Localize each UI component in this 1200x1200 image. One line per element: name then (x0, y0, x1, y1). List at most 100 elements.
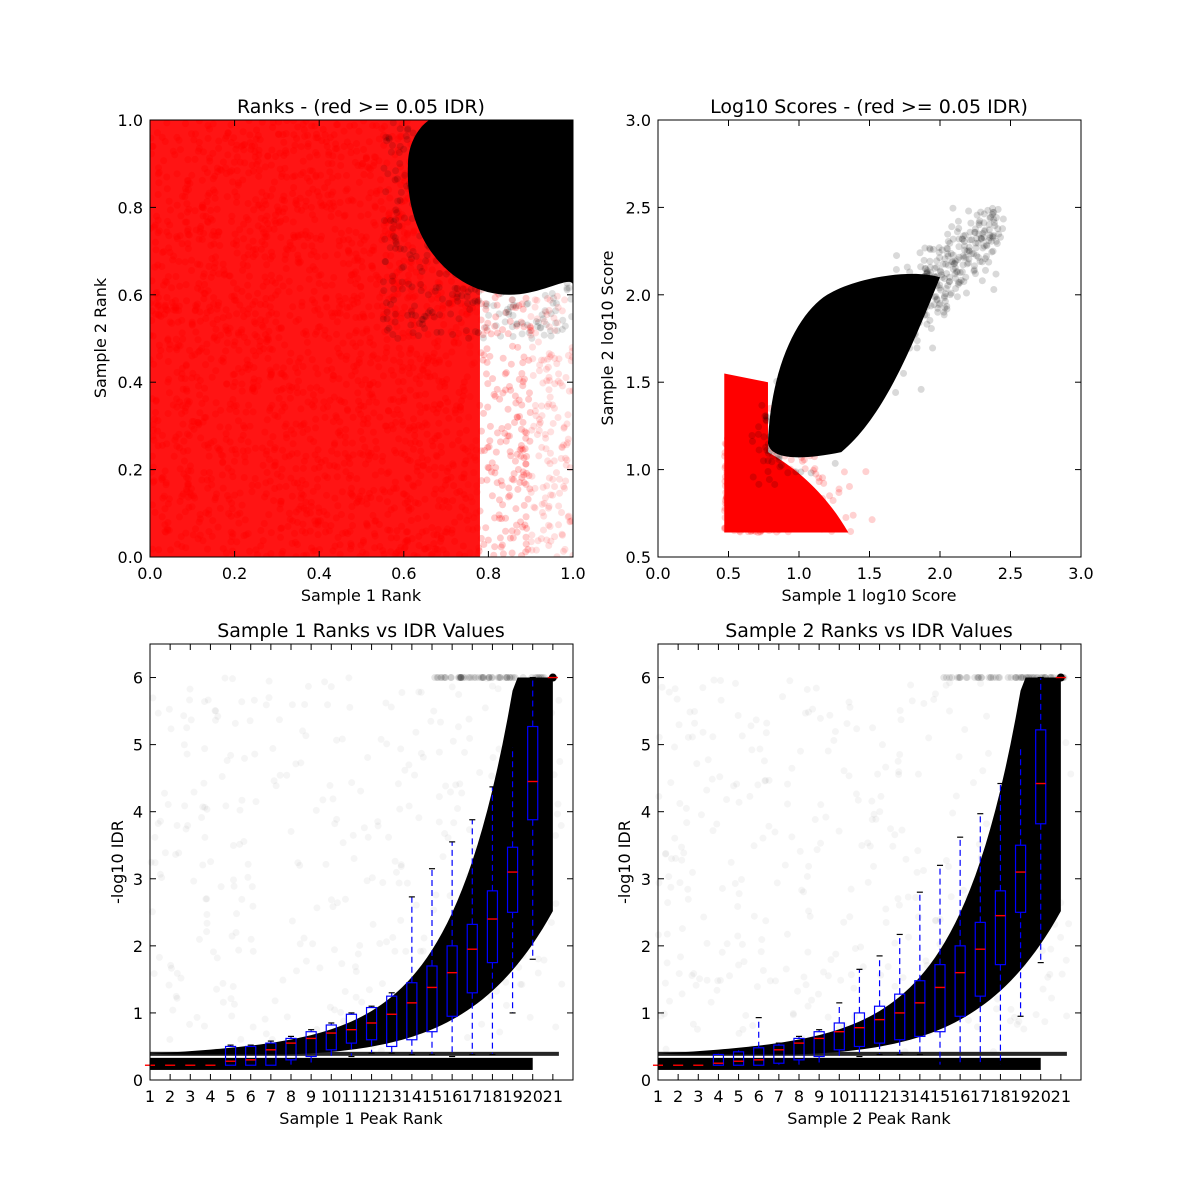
fail-point (257, 245, 265, 253)
fail-point (304, 140, 312, 148)
fail-point (721, 440, 729, 448)
fail-point (171, 297, 179, 305)
fail-point (219, 458, 227, 466)
fail-point (434, 502, 442, 510)
fail-point (266, 303, 274, 311)
fail-point (765, 527, 773, 535)
fail-point (498, 515, 506, 523)
fail-point (496, 438, 504, 446)
fail-point (819, 494, 827, 502)
fail-point (428, 266, 436, 274)
pass-point (856, 340, 864, 348)
fail-point (437, 449, 445, 457)
fail-point (750, 518, 758, 526)
fail-point (321, 331, 329, 339)
fail-point (391, 552, 399, 557)
fail-point (734, 474, 742, 482)
fail-point (158, 441, 166, 449)
pass-point (400, 245, 408, 253)
fail-point (328, 365, 336, 373)
pass-point (485, 311, 493, 319)
fail-point (751, 515, 759, 523)
scores-chart-title: Log10 Scores - (red >= 0.05 IDR) (710, 96, 1028, 118)
fail-point (211, 333, 219, 341)
pass-point (892, 388, 900, 396)
fail-point (524, 545, 532, 553)
pass-point (420, 199, 428, 207)
pass-point (977, 208, 985, 216)
idr-point (365, 986, 373, 994)
idr-point (952, 792, 960, 800)
fail-point (181, 185, 189, 193)
fail-point (748, 500, 756, 508)
fail-point (520, 501, 528, 509)
fail-point (473, 488, 481, 496)
fail-point (428, 524, 436, 532)
fail-point (432, 485, 440, 493)
pass-point (517, 154, 525, 162)
fail-point (421, 495, 429, 503)
fail-point (381, 227, 389, 235)
fail-point (267, 192, 275, 200)
pass-point (833, 344, 841, 352)
sample1-chart-title: Sample 1 Ranks vs IDR Values (217, 620, 505, 642)
fail-point (226, 272, 234, 280)
pass-point (472, 189, 480, 197)
idr-point (502, 978, 510, 986)
fail-point (298, 476, 306, 484)
fail-point (520, 353, 528, 361)
fail-point (370, 530, 378, 538)
fail-point (250, 364, 258, 372)
idr-point (241, 754, 249, 762)
fail-point (388, 228, 396, 236)
fail-point (302, 506, 310, 514)
fail-point (462, 302, 470, 310)
fail-point (333, 463, 341, 471)
fail-point (417, 408, 425, 416)
fail-point (794, 489, 802, 497)
fail-point (740, 465, 748, 473)
fail-point (351, 367, 359, 375)
fail-point (543, 482, 551, 490)
pass-point (445, 129, 453, 137)
fail-point (172, 433, 180, 441)
fail-point (438, 312, 446, 320)
fail-point (166, 341, 174, 349)
fail-point (768, 493, 776, 501)
pass-point (781, 438, 789, 446)
fail-point (314, 446, 322, 454)
pass-point (508, 195, 516, 203)
fail-point (491, 514, 499, 522)
idr-point (230, 882, 238, 890)
fail-point (784, 519, 792, 527)
fail-point (540, 526, 548, 534)
fail-point (343, 171, 351, 179)
fail-point (798, 457, 806, 465)
fail-point (761, 439, 769, 447)
fail-point (309, 391, 317, 399)
fail-point (295, 315, 303, 323)
fail-point (737, 457, 745, 465)
pass-point (568, 188, 573, 196)
idr-point (1063, 1012, 1071, 1020)
fail-point (173, 233, 181, 241)
pass-point (932, 292, 940, 300)
fail-point (538, 402, 546, 410)
fail-point (166, 248, 174, 256)
fail-point (568, 347, 573, 355)
fail-point (728, 496, 736, 504)
fail-point (345, 247, 353, 255)
idr-point (383, 938, 391, 946)
fail-point (455, 339, 463, 347)
fail-point (558, 531, 566, 539)
pass-point (910, 331, 918, 339)
fail-point (491, 322, 499, 330)
idr-point (899, 974, 907, 982)
fail-point (299, 157, 307, 165)
fail-point (543, 311, 551, 319)
fail-point (259, 537, 267, 545)
fail-point (757, 468, 765, 476)
fail-point (475, 547, 483, 555)
fail-point (464, 481, 472, 489)
fail-point (745, 470, 753, 478)
